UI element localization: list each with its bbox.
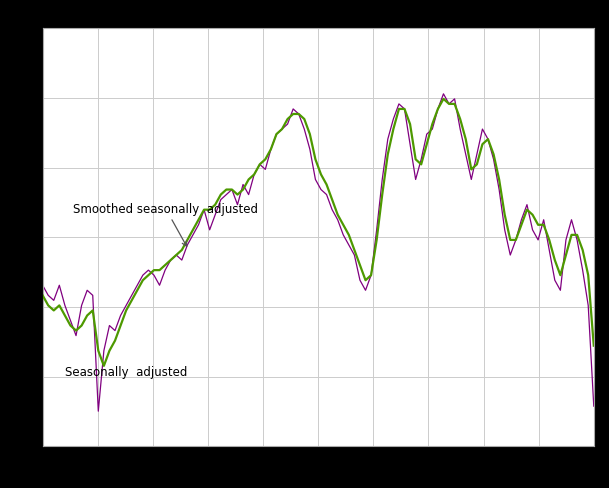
Text: Seasonally  adjusted: Seasonally adjusted (65, 365, 187, 378)
Text: Smoothed seasonally  adjusted: Smoothed seasonally adjusted (73, 202, 258, 247)
